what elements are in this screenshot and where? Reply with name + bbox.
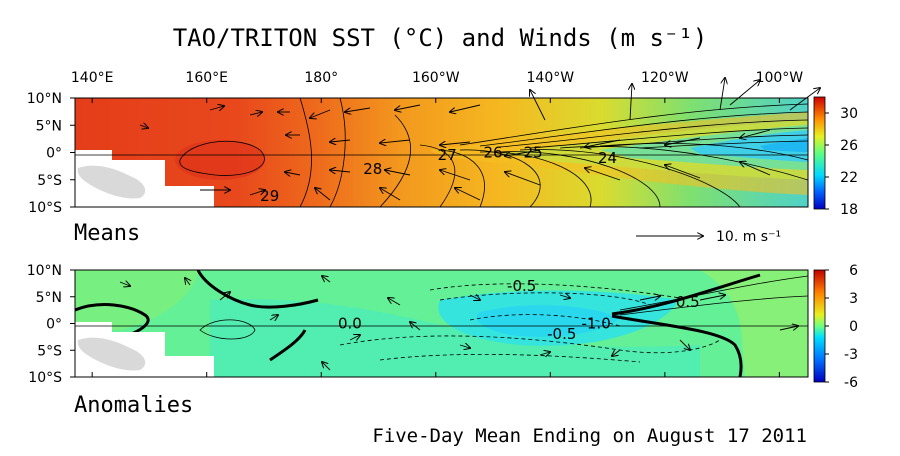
wind-vectors — [139, 78, 820, 201]
lon-tick-label: 120°W — [641, 70, 689, 86]
land-mask — [75, 150, 214, 207]
lat-tick-label: 5°S — [37, 173, 62, 189]
lat-tick-label: 10°N — [27, 263, 62, 279]
anomalies-label: Anomalies — [74, 393, 193, 418]
colorbar-tick-label: -6 — [844, 375, 858, 391]
lat-tick-label: 5°N — [36, 118, 62, 134]
anomaly-colorbar: 6 3 0 -3 -6 — [813, 263, 858, 391]
chart-title: TAO/TRITON SST (°C) and Winds (m s⁻¹) — [173, 24, 708, 52]
contour-label: -0.5 — [507, 277, 536, 295]
longitude-ticks-bottom — [91, 372, 780, 377]
wind-scale-key: 10. m s⁻¹ — [636, 229, 781, 245]
lat-tick-label: 0° — [46, 146, 62, 162]
lat-tick-label: 0° — [46, 317, 62, 333]
colorbar-tick-label: 30 — [840, 106, 858, 122]
contour-label: 0.0 — [338, 315, 362, 333]
colorbar-tick-label: 18 — [840, 202, 858, 218]
lat-tick-label: 5°N — [36, 290, 62, 306]
lon-tick-label: 160°W — [412, 70, 460, 86]
lat-tick-label: 10°N — [27, 91, 62, 107]
wind-key-label: 10. m s⁻¹ — [716, 229, 781, 245]
anomaly-field — [75, 270, 808, 377]
colorbar-tick-label: 26 — [840, 138, 858, 154]
lon-tick-label: 140°W — [527, 70, 575, 86]
colorbar-tick-label: 0 — [849, 319, 858, 335]
lon-tick-label: 160°E — [185, 70, 228, 86]
lat-tick-label: 10°S — [28, 200, 62, 216]
sst-colorbar: 30 26 22 18 — [813, 96, 858, 218]
sst-colorbar-ticks: 30 26 22 18 — [825, 106, 858, 218]
sst-contour-labels: 29 28 27 26 25 24 — [260, 144, 617, 206]
colorbar-tick-label: -3 — [844, 347, 858, 363]
colorbar-tick-label: 3 — [849, 291, 858, 307]
contour-label: 0.5 — [676, 293, 700, 311]
colorbar-tick-label: 6 — [849, 263, 858, 279]
land-mask-bottom — [75, 322, 214, 377]
lat-tick-label: 10°S — [28, 370, 62, 386]
contour-label: -0.5 — [547, 325, 576, 343]
means-label: Means — [74, 221, 140, 246]
contour-label: 29 — [260, 187, 279, 205]
contour-label: 28 — [363, 160, 382, 178]
anomaly-wind-vectors — [119, 276, 798, 371]
anomaly-colorbar-ticks: 6 3 0 -3 -6 — [825, 263, 858, 391]
contour-label: 25 — [524, 144, 543, 162]
lat-tick-label: 5°S — [37, 343, 62, 359]
longitude-axis: 140°E 160°E 180° 160°W 140°W 120°W 100°W — [71, 70, 803, 103]
contour-label: 27 — [438, 146, 457, 164]
latitude-axis-bottom: 10°N 5°N 0° 5°S 10°S — [27, 263, 75, 386]
means-panel: 140°E 160°E 180° 160°W 140°W 120°W 100°W 10°N 5… — [27, 70, 820, 246]
anomalies-panel: 10°N 5°N 0° 5°S 10°S -0.5 0.5 -1.0 -0.5 0.0 Anom… — [27, 263, 809, 418]
contour-label: 24 — [598, 149, 617, 167]
latitude-axis-top: 10°N 5°N 0° 5°S 10°S — [27, 91, 75, 216]
lon-tick-label: 100°W — [756, 70, 804, 86]
contour-label: -1.0 — [581, 315, 610, 333]
footer-text: Five-Day Mean Ending on August 17 2011 — [372, 425, 807, 447]
anomaly-contour-labels: -0.5 0.5 -1.0 -0.5 0.0 — [338, 277, 700, 343]
lon-tick-label: 180° — [304, 70, 338, 86]
lon-tick-label: 140°E — [71, 70, 114, 86]
colorbar-tick-label: 22 — [840, 170, 858, 186]
contour-label: 26 — [483, 144, 502, 162]
